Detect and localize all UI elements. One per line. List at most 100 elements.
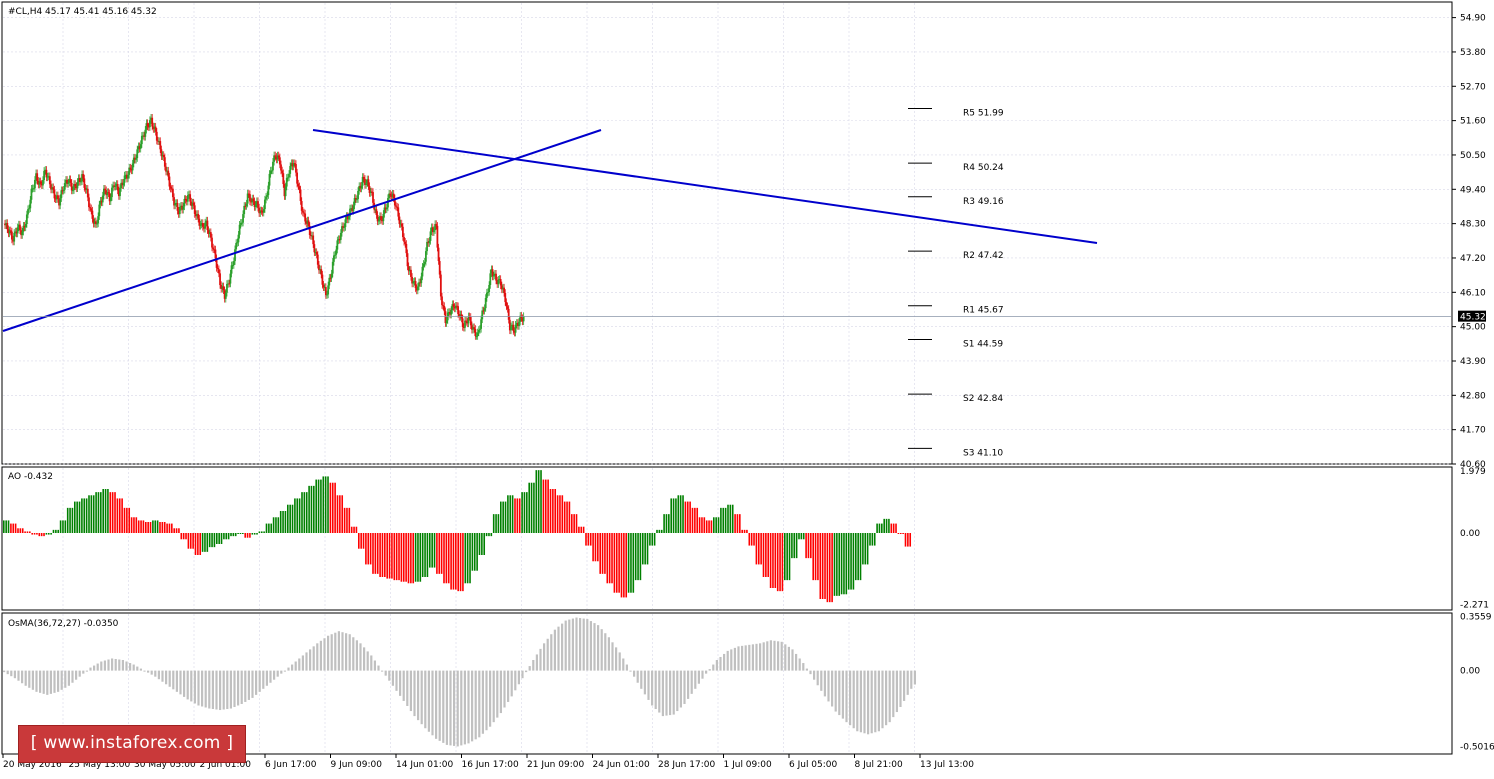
- candle-body: [201, 223, 204, 227]
- candle-body: [153, 126, 156, 130]
- ao-bar: [734, 514, 736, 533]
- ao-bar: [178, 528, 180, 533]
- candle-body: [89, 207, 91, 209]
- candle-body: [277, 155, 280, 158]
- candle-body: [351, 208, 354, 211]
- osma-bar: [111, 658, 114, 671]
- ao-bar: [601, 533, 604, 574]
- ao-bar: [784, 533, 786, 581]
- candle-body: [205, 220, 208, 223]
- osma-bar: [118, 659, 121, 671]
- ao-bar: [137, 520, 140, 533]
- ao-bar: [836, 533, 838, 596]
- osma-bar: [561, 623, 564, 671]
- ao-bar: [116, 498, 119, 533]
- ao-bar: [466, 533, 469, 584]
- ao-bar: [308, 485, 310, 533]
- candle-body: [139, 144, 142, 149]
- osma-bar: [813, 670, 816, 680]
- candle-body: [452, 304, 455, 307]
- ao-bar: [573, 514, 575, 533]
- osma-bar: [647, 670, 650, 700]
- ao-bar: [398, 533, 400, 581]
- candle-body: [382, 213, 385, 222]
- ao-bar: [736, 514, 739, 533]
- candle-body: [38, 181, 41, 185]
- ao-bar: [807, 533, 810, 559]
- candle-body: [23, 225, 26, 228]
- ao-bar: [260, 531, 263, 533]
- candle-body: [238, 224, 241, 235]
- candle-body: [195, 214, 197, 217]
- osma-bar: [359, 643, 362, 671]
- ao-bar: [388, 533, 391, 579]
- candle-body: [390, 195, 393, 197]
- osma-bar: [276, 670, 279, 677]
- ao-bar: [145, 522, 147, 533]
- ao-bar: [436, 533, 438, 574]
- candle-body: [143, 135, 146, 137]
- osma-bar: [870, 670, 873, 734]
- ao-bar: [118, 498, 121, 533]
- ao-bar: [40, 533, 43, 537]
- candle-body: [51, 187, 54, 190]
- candle-body: [324, 287, 327, 296]
- osma-bar: [769, 640, 772, 671]
- ao-bar: [410, 533, 412, 584]
- ao-bar: [840, 533, 843, 595]
- osma-bar: [85, 670, 88, 672]
- osma-bar: [384, 670, 387, 676]
- osma-bar: [273, 670, 276, 680]
- candle-body: [47, 176, 50, 178]
- osma-bar: [183, 670, 186, 697]
- ao-bar: [43, 533, 45, 537]
- candle-body: [519, 315, 522, 322]
- ao-bar: [852, 533, 855, 590]
- candle-body: [247, 193, 250, 195]
- ao-histogram: [3, 470, 912, 603]
- osma-bar: [233, 670, 236, 707]
- candle-body: [513, 330, 516, 333]
- osma-bar: [701, 670, 704, 679]
- candle-body: [280, 164, 282, 171]
- candle-body: [391, 193, 394, 197]
- ao-bar: [694, 507, 696, 533]
- candle-body: [162, 154, 165, 158]
- osma-tick-label: 0.3559: [1460, 613, 1492, 623]
- ao-bar: [163, 522, 166, 533]
- ao-bar: [878, 523, 881, 533]
- ao-bar: [83, 498, 86, 533]
- candle-body: [24, 224, 27, 228]
- osma-bar: [809, 670, 812, 675]
- osma-bar: [226, 670, 229, 710]
- osma-bar: [157, 670, 160, 680]
- ao-bar: [296, 498, 299, 533]
- osma-bar: [780, 641, 783, 671]
- osma-bar: [96, 663, 99, 671]
- ao-bar: [246, 533, 249, 538]
- candle-body: [105, 190, 108, 196]
- candle-body: [203, 226, 205, 229]
- time-tick-label: 14 Jun 01:00: [396, 760, 453, 770]
- price-tick-label: 47.20: [1460, 254, 1486, 264]
- ao-bar: [324, 476, 327, 533]
- osma-tick-label: -0.5016: [1460, 743, 1494, 753]
- candle-body: [68, 179, 71, 183]
- osma-bar: [611, 642, 614, 671]
- osma-bar: [517, 670, 520, 685]
- candle-body: [37, 180, 40, 185]
- candle-body: [451, 304, 454, 310]
- ao-bar: [111, 492, 114, 533]
- osma-bar: [305, 652, 308, 671]
- candle-body: [243, 205, 246, 215]
- ao-bar: [755, 533, 758, 565]
- candle-body: [184, 198, 187, 200]
- ao-bar: [507, 495, 509, 533]
- ao-bar: [350, 526, 353, 533]
- osma-bar: [737, 646, 740, 671]
- candle-body: [63, 183, 66, 190]
- candle-body: [397, 207, 400, 217]
- ao-bar: [660, 529, 663, 533]
- osma-bar: [564, 620, 567, 671]
